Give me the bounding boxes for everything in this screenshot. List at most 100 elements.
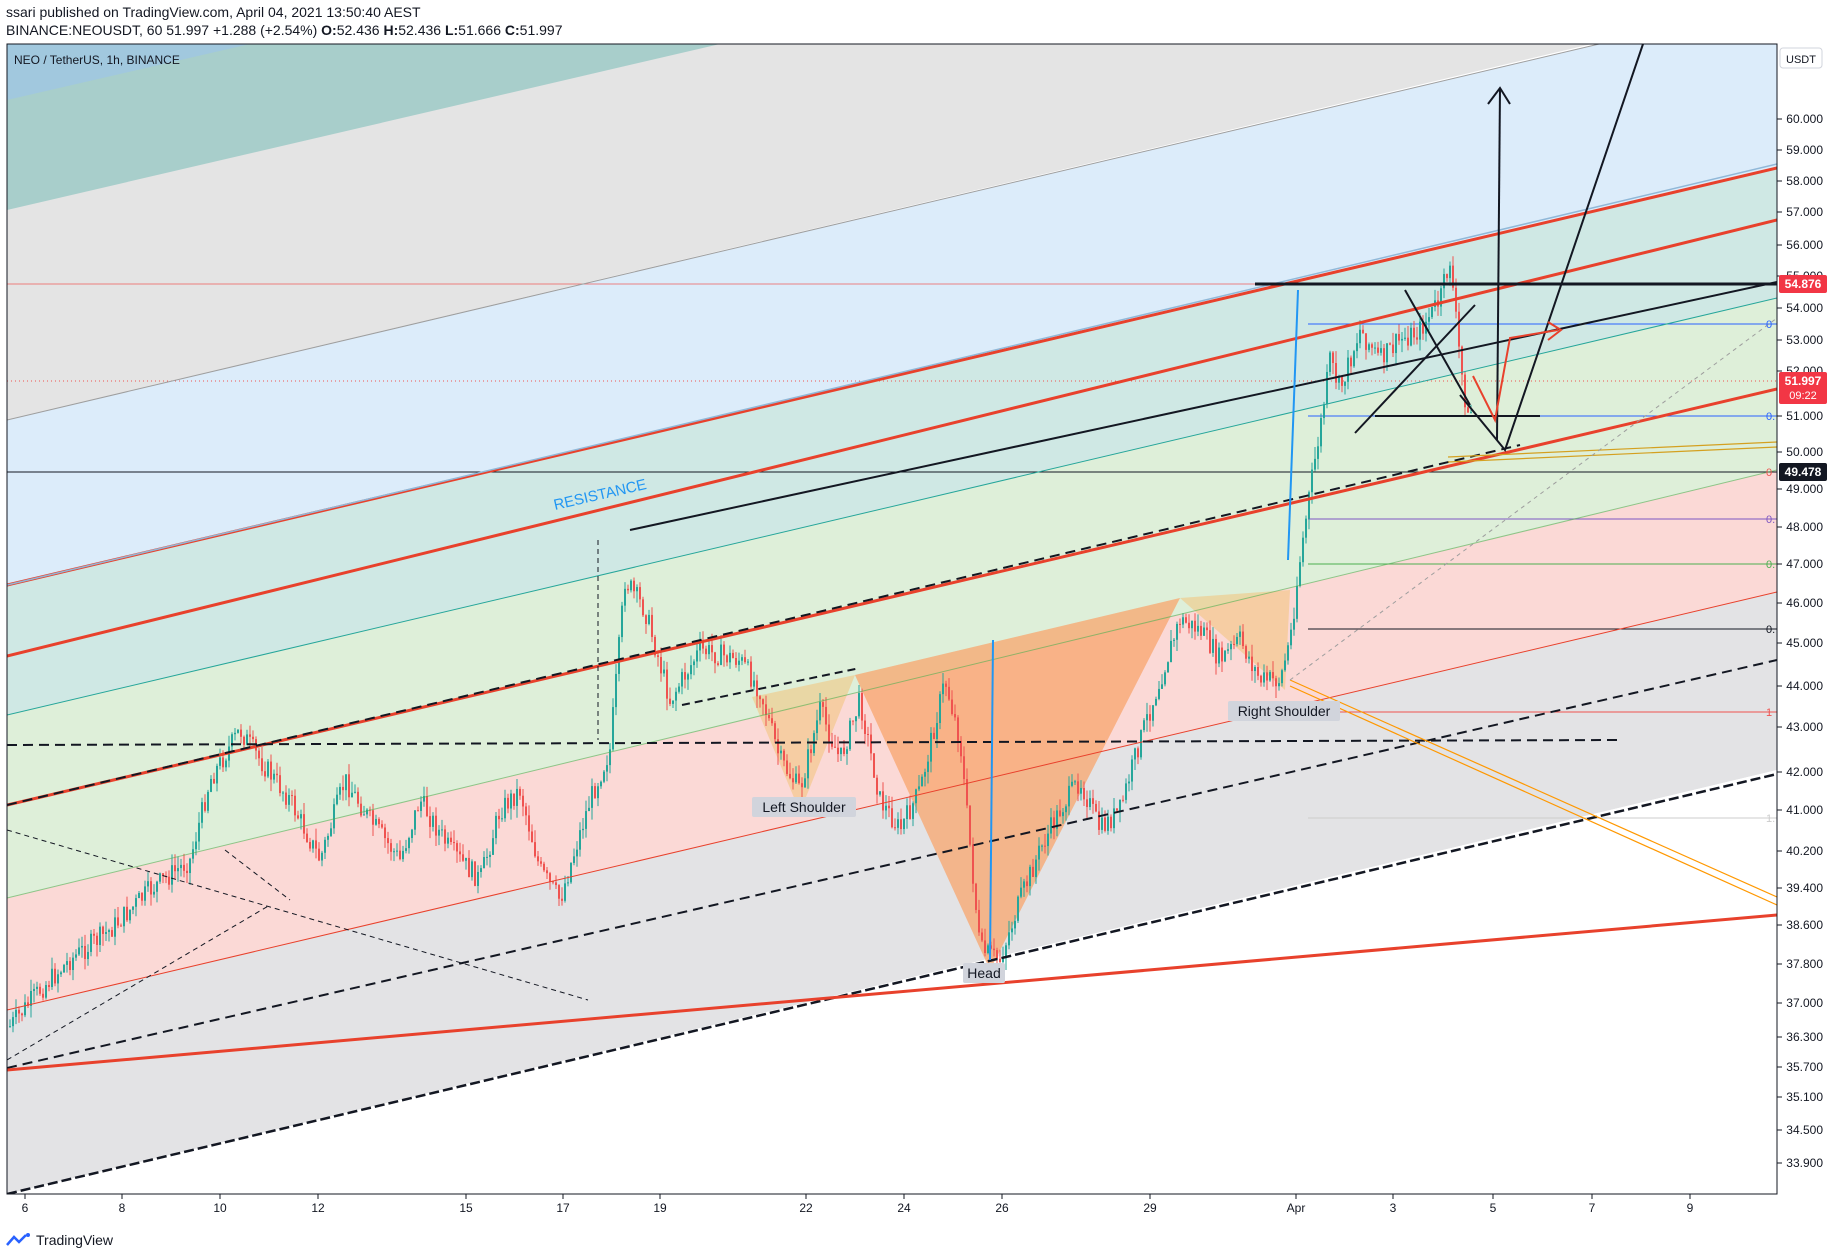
candle-down xyxy=(825,706,827,725)
candle-down xyxy=(249,734,251,737)
candle-up xyxy=(408,838,410,849)
candle-down xyxy=(39,986,41,994)
candle-up xyxy=(108,930,110,933)
candle-up xyxy=(1161,684,1163,689)
candle-down xyxy=(525,806,527,816)
candle-up xyxy=(1002,958,1004,962)
y-tick-label: 34.500 xyxy=(1786,1123,1823,1137)
candle-down xyxy=(531,831,533,843)
candle-up xyxy=(690,665,692,675)
candle-up xyxy=(1005,945,1007,959)
candle-up xyxy=(906,805,908,820)
candle-up xyxy=(411,829,413,839)
candle-up xyxy=(510,793,512,809)
footer-brand: TradingView xyxy=(36,1232,114,1248)
candle-up xyxy=(423,796,425,802)
candle-up xyxy=(1299,562,1301,586)
fib-labels: 0 0. 0 0. 0. 0. 1 1. xyxy=(1766,319,1775,825)
candle-up xyxy=(414,810,416,830)
y-tick-label: 45.000 xyxy=(1786,636,1823,650)
candle-down xyxy=(1194,620,1196,632)
price-tag-bg xyxy=(1779,463,1827,481)
candle-down xyxy=(48,985,50,988)
candle-down xyxy=(993,948,995,951)
candle-up xyxy=(615,673,617,708)
candle-down xyxy=(360,803,362,816)
candle-up xyxy=(579,830,581,850)
candle-up xyxy=(159,873,161,882)
candle-down xyxy=(384,827,386,839)
candle-down xyxy=(792,778,794,783)
candle-down xyxy=(276,773,278,776)
candle-down xyxy=(1086,799,1088,808)
candle-down xyxy=(435,815,437,836)
candle-up xyxy=(1125,783,1127,800)
candle-up xyxy=(237,729,239,733)
candle-down xyxy=(837,747,839,755)
candle-up xyxy=(501,818,503,820)
candle-down xyxy=(456,843,458,852)
fib-label: 0. xyxy=(1766,559,1775,571)
candle-up xyxy=(1101,817,1103,830)
candle-up xyxy=(477,871,479,886)
candle-up xyxy=(897,819,899,828)
candle-up xyxy=(1062,812,1064,817)
candle-down xyxy=(768,714,770,719)
candle-up xyxy=(1263,672,1265,683)
candle-down xyxy=(1362,329,1364,334)
head-and-shoulders-pattern xyxy=(752,590,1290,970)
candle-up xyxy=(1158,688,1160,699)
candle-down xyxy=(261,758,263,772)
candle-down xyxy=(999,958,1001,962)
symbol-ohlc-line: BINANCE:NEOUSDT, 60 51.997 +1.288 (+2.54… xyxy=(6,22,563,38)
price-tag-bg xyxy=(1779,372,1827,404)
candle-up xyxy=(903,819,905,830)
candle-up xyxy=(564,883,566,901)
candle-down xyxy=(996,950,998,959)
candle-up xyxy=(1443,274,1445,289)
candle-up xyxy=(135,898,137,907)
candle-down xyxy=(1335,363,1337,383)
y-tick-label: 53.000 xyxy=(1786,333,1823,347)
y-tick-label: 35.700 xyxy=(1786,1060,1823,1074)
candle-down xyxy=(111,930,113,937)
candle-up xyxy=(1311,469,1313,493)
candle-up xyxy=(33,988,35,992)
candle-up xyxy=(1065,806,1067,813)
candle-up xyxy=(267,761,269,777)
candle-up xyxy=(576,849,578,857)
candle-down xyxy=(1416,337,1418,340)
candle-down xyxy=(1221,647,1223,662)
candle-up xyxy=(927,761,929,772)
candle-up xyxy=(471,861,473,878)
candle-down xyxy=(660,657,662,674)
candle-up xyxy=(600,781,602,787)
candle-down xyxy=(429,816,431,827)
candle-up xyxy=(1152,705,1154,721)
fib-label: 0 xyxy=(1766,319,1772,331)
candle-up xyxy=(201,802,203,823)
candle-up xyxy=(30,991,32,1006)
candle-up xyxy=(180,864,182,869)
candle-up xyxy=(1134,748,1136,760)
open-value: 52.436 xyxy=(336,22,380,38)
x-tick-label: 26 xyxy=(995,1201,1009,1215)
candle-up xyxy=(189,858,191,874)
x-tick-label: 22 xyxy=(799,1201,813,1215)
candle-up xyxy=(504,797,506,819)
candle-down xyxy=(183,864,185,871)
candle-down xyxy=(102,926,104,934)
candle-up xyxy=(480,868,482,872)
candle-up xyxy=(321,852,323,861)
candle-down xyxy=(627,588,629,591)
x-tick-label: 17 xyxy=(556,1201,570,1215)
candle-up xyxy=(696,650,698,662)
candle-up xyxy=(585,811,587,829)
candle-up xyxy=(591,786,593,808)
candle-up xyxy=(282,792,284,794)
candle-down xyxy=(651,614,653,637)
candle-down xyxy=(966,779,968,806)
candle-up xyxy=(1254,667,1256,672)
candle-down xyxy=(69,961,71,971)
